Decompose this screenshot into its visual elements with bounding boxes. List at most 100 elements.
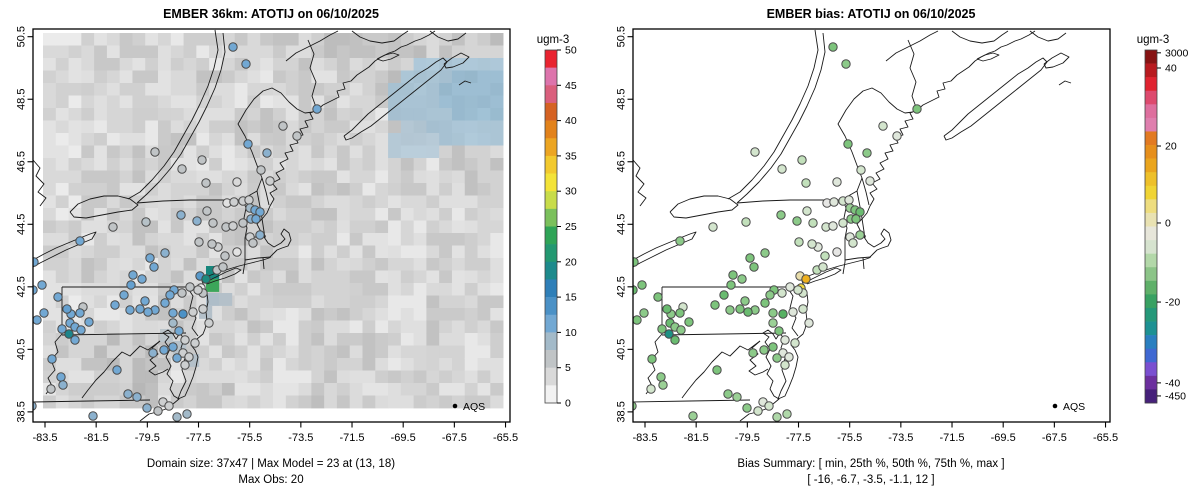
colorbar-cell	[1145, 267, 1157, 282]
bias-caption-line1: Bias Summary: [ min, 25th %, 50th %, 75t…	[737, 458, 1004, 470]
aqs-station-point	[768, 318, 778, 328]
aqs-station-point	[646, 384, 656, 394]
aqs-station-point	[47, 354, 57, 364]
model-plot-frame	[32, 28, 511, 423]
colorbar-cell	[1145, 212, 1157, 227]
aqs-station-point	[185, 282, 195, 292]
bias-colorbar-unit-label: ugm-3	[1137, 34, 1170, 46]
aqs-station-point	[177, 164, 187, 174]
bias-map-panel: -83.5 -81.5 -79.5 -77.5 -75.5 -73.5 -71.5 -69.5…	[600, 0, 1200, 502]
aqs-station-point	[728, 270, 738, 280]
aqs-station-point	[197, 155, 207, 165]
y-axis-tick-label: 50.5	[16, 26, 28, 47]
colorbar-cell	[1145, 50, 1157, 64]
geo-outline	[633, 399, 751, 403]
aqs-station-point	[198, 304, 208, 314]
x-axis-tick-label: -75.5	[837, 432, 862, 444]
aqs-station-point	[265, 176, 275, 186]
aqs-station-point	[759, 345, 769, 355]
model-map-svg: -83.5 -81.5 -79.5 -77.5 -75.5 -73.5 -71.5 -69.5…	[16, 7, 577, 486]
colorbar-cell	[545, 367, 557, 386]
geo-outline	[727, 29, 819, 200]
aqs-station-point	[292, 131, 302, 141]
aqs-station-point	[797, 155, 807, 165]
geo-outline	[244, 256, 272, 261]
colorbar-cell	[1145, 280, 1157, 295]
aqs-station-point	[33, 257, 39, 267]
aqs-station-point	[639, 308, 649, 318]
geo-outline	[633, 231, 697, 268]
colorbar-cell	[545, 191, 557, 210]
colorbar-tick-label: 40	[1165, 63, 1177, 75]
geo-outline	[633, 159, 647, 207]
aqs-station-point	[33, 315, 42, 325]
aqs-station-point	[804, 318, 814, 328]
x-axis-tick-label: -79.5	[135, 432, 160, 444]
aqs-station-point	[142, 403, 152, 413]
aqs-station-point	[742, 403, 752, 413]
aqs-station-point	[798, 304, 808, 314]
aqs-station-point	[150, 147, 160, 157]
colorbar-tick-label: 5	[565, 362, 571, 374]
geo-outline	[262, 257, 265, 270]
aqs-station-point	[688, 411, 698, 421]
aqs-station-point	[58, 380, 68, 390]
y-axis-tick-label: 44.5	[616, 214, 628, 235]
colorbar-tick-label: -20	[1165, 297, 1180, 309]
colorbar-cell	[545, 102, 557, 121]
y-axis-tick-label: 44.5	[16, 214, 28, 235]
aqs-station-point	[148, 348, 158, 358]
aqs-station-point	[238, 218, 248, 228]
geo-outline	[443, 52, 470, 69]
aqs-station-point	[737, 274, 747, 284]
aqs-station-point	[732, 392, 742, 402]
colorbar-cell	[1145, 375, 1157, 390]
aqs-station-point	[159, 345, 169, 355]
y-axis-tick-label: 46.5	[16, 151, 28, 172]
aqs-station-point	[862, 148, 872, 158]
x-axis-tick-label: -67.5	[1042, 432, 1067, 444]
aqs-station-point	[229, 197, 239, 207]
aqs-station-point	[802, 206, 812, 216]
aqs-station-point	[160, 298, 170, 308]
aqs-station-point	[788, 307, 798, 317]
model-colorbar-unit-label: ugm-3	[537, 34, 570, 46]
aqs-station-point	[125, 305, 135, 315]
aqs-station-point	[57, 324, 67, 334]
colorbar-cell	[1145, 131, 1157, 146]
aqs-station-point	[808, 218, 818, 228]
aqs-station-point	[741, 217, 751, 227]
aqs-legend-label: AQS	[463, 401, 485, 413]
aqs-station-point	[174, 326, 184, 336]
geo-outline	[458, 80, 472, 86]
aqs-station-point	[188, 307, 198, 317]
aqs-station-point	[675, 236, 685, 246]
aqs-station-point	[851, 214, 861, 224]
aqs-station-point	[204, 318, 214, 328]
aqs-station-point	[828, 221, 838, 231]
geo-outline	[81, 340, 161, 399]
y-axis-tick-label: 38.5	[616, 401, 628, 422]
colorbar-cell	[1145, 172, 1157, 187]
colorbar-cell	[1145, 362, 1157, 377]
aqs-station-point	[844, 195, 854, 205]
aqs-station-point	[256, 165, 266, 175]
geo-outline	[736, 32, 826, 204]
model-caption-line2: Max Obs: 20	[238, 474, 303, 486]
aqs-station-point	[262, 148, 272, 158]
aqs-station-point	[182, 409, 192, 419]
aqs-station-point	[780, 360, 790, 370]
aqs-station-point	[664, 329, 674, 339]
aqs-station-point	[765, 290, 775, 300]
aqs-station-point	[220, 251, 230, 261]
aqs-station-point	[670, 335, 680, 345]
aqs-station-point	[201, 274, 211, 284]
aqs-station-point	[725, 305, 735, 315]
aqs-station-point	[780, 335, 790, 345]
geo-outline	[1043, 52, 1070, 69]
aqs-station-point	[88, 411, 98, 421]
aqs-station-point	[818, 262, 828, 272]
aqs-station-point	[153, 406, 163, 416]
aqs-station-point	[160, 248, 170, 258]
aqs-station-point	[123, 389, 133, 399]
